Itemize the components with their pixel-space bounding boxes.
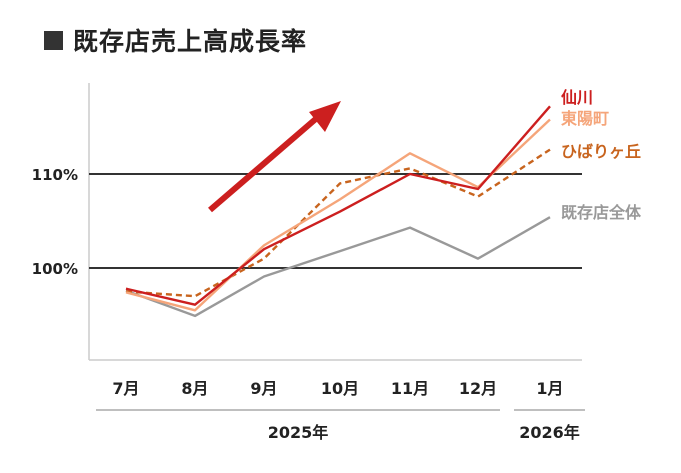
series-end-label: 東陽町 bbox=[561, 109, 609, 128]
series-end-label: 既存店全体 bbox=[561, 203, 642, 222]
series-line-1 bbox=[125, 118, 551, 312]
x-tick-label: 12月 bbox=[459, 379, 497, 398]
series-line-2 bbox=[125, 148, 551, 298]
year-group-label: 2025年 bbox=[268, 423, 329, 442]
trend-arrow-shaft bbox=[208, 114, 320, 213]
y-tick-label: 100% bbox=[32, 260, 78, 278]
trend-arrow-head bbox=[309, 101, 341, 132]
year-group-label: 2026年 bbox=[519, 423, 580, 442]
series-line-0 bbox=[125, 105, 551, 306]
chart-title: 既存店売上高成長率 bbox=[73, 27, 308, 56]
x-tick-label: 1月 bbox=[536, 379, 563, 398]
series-end-label: 仙川 bbox=[561, 88, 593, 107]
chart-title-block: 既存店売上高成長率 bbox=[44, 22, 307, 58]
x-tick-label: 8月 bbox=[181, 379, 208, 398]
x-tick-label: 11月 bbox=[391, 379, 429, 398]
x-tick-label: 9月 bbox=[250, 379, 277, 398]
y-tick-label: 110% bbox=[32, 166, 78, 184]
title-square-icon bbox=[44, 30, 63, 50]
series-end-label: ひばりヶ丘 bbox=[561, 142, 641, 161]
x-tick-label: 7月 bbox=[112, 379, 139, 398]
x-tick-label: 10月 bbox=[321, 379, 359, 398]
series-line-3 bbox=[125, 216, 551, 318]
